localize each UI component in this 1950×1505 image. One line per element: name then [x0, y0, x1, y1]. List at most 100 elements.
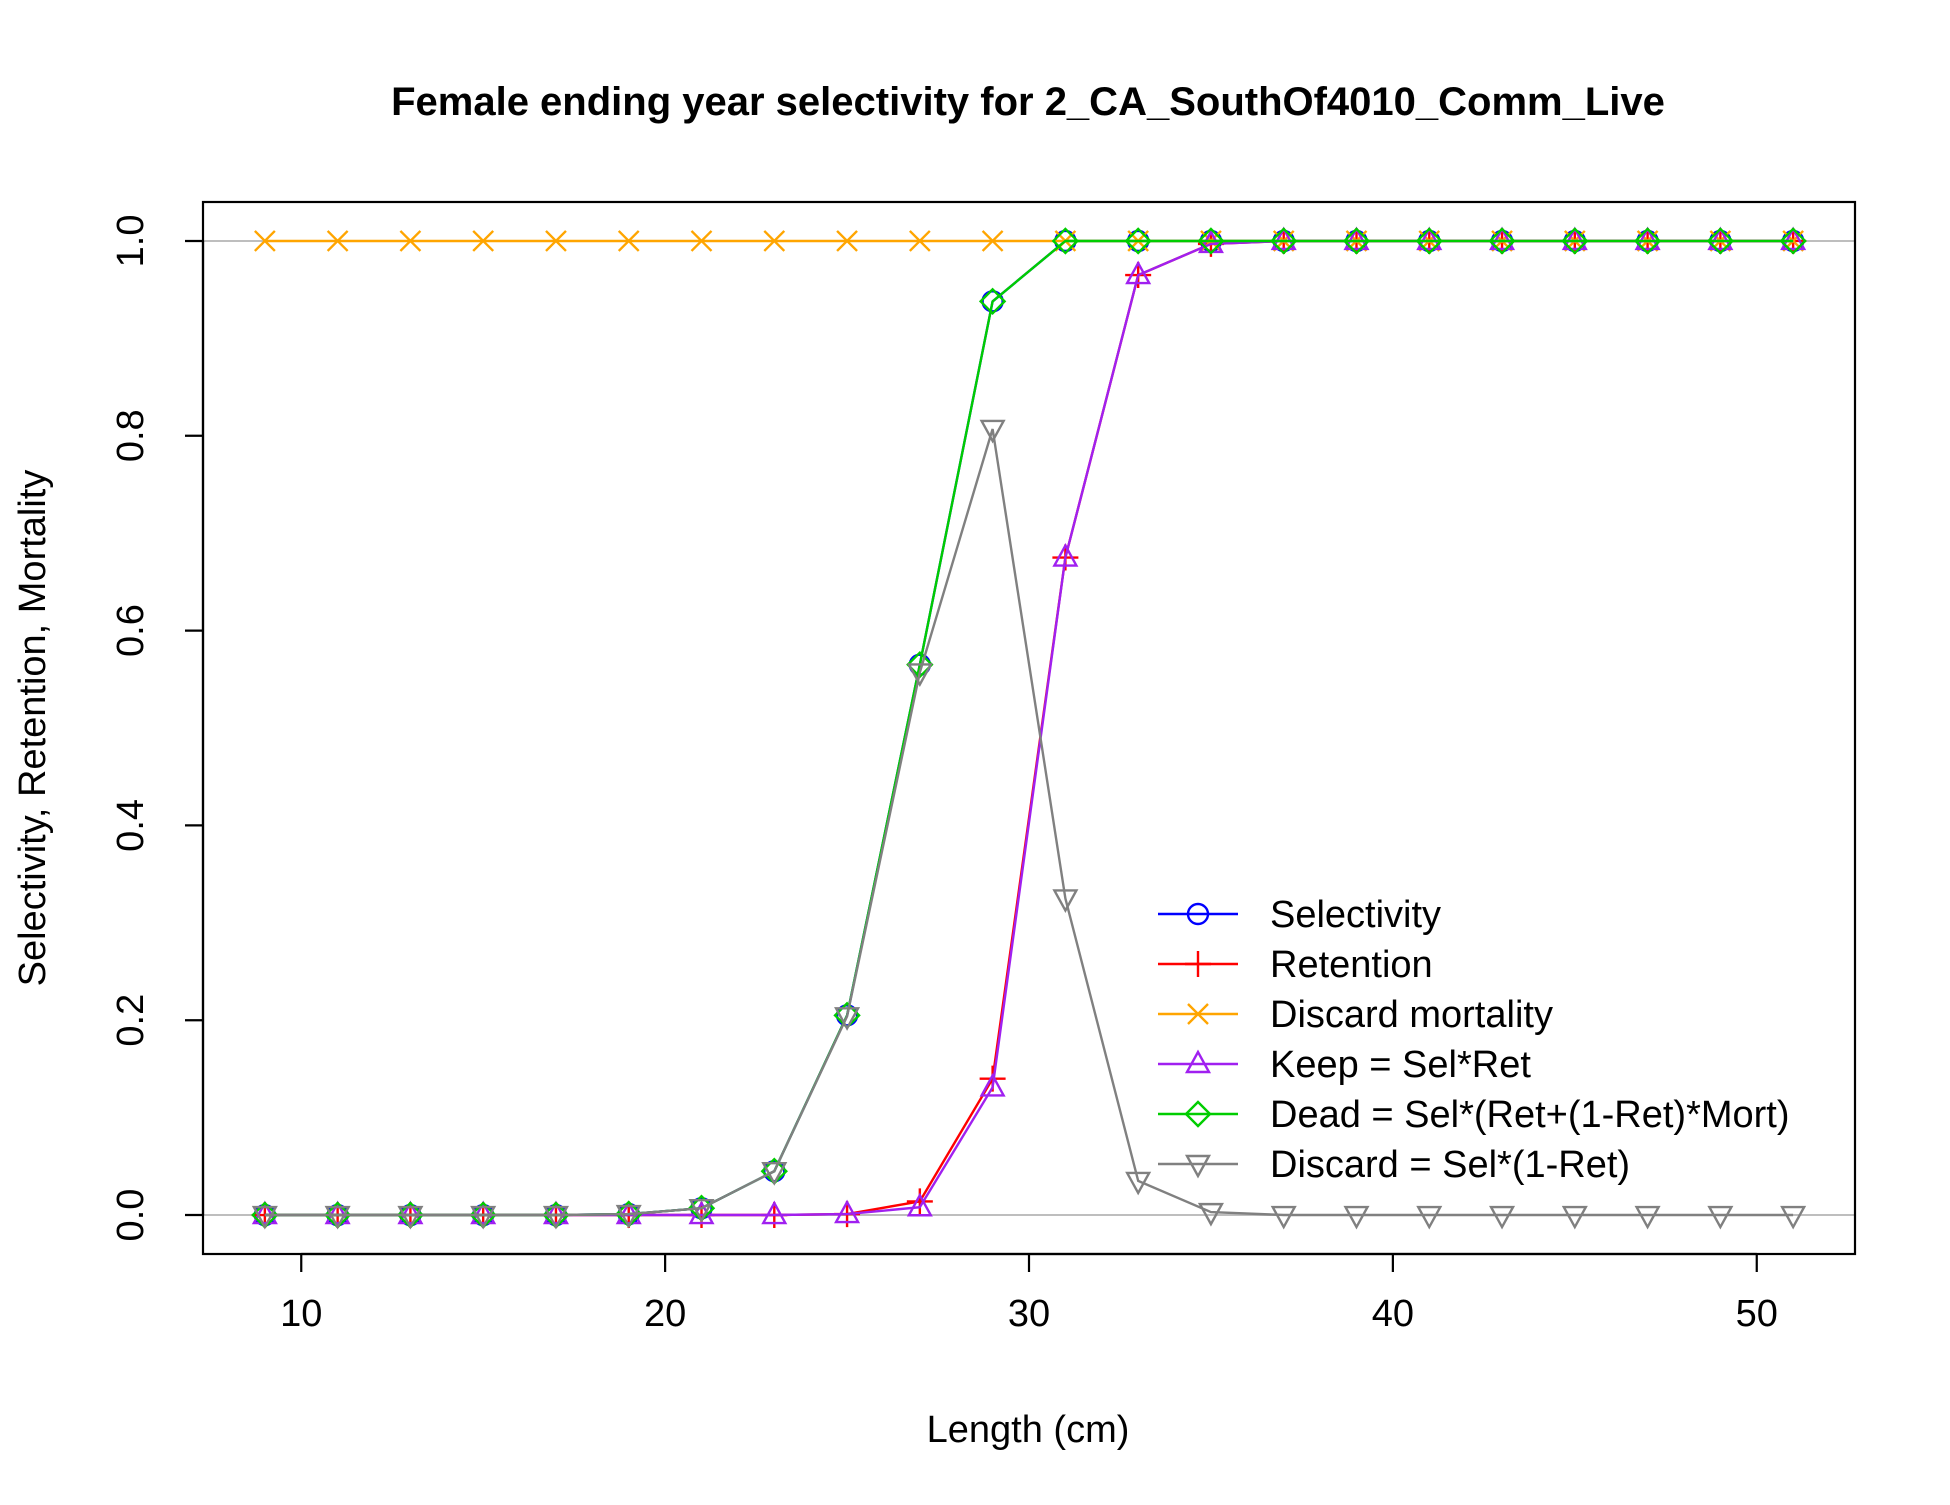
- keep-sel-ret-point: [1270, 226, 1297, 251]
- discard-sel-1-ret-line: [264, 428, 1794, 1217]
- keep-sel-ret-point: [761, 1200, 788, 1225]
- legend-label: Discard = Sel*(1-Ret): [1270, 1144, 1630, 1186]
- keep-sel-ret-point: [251, 1200, 278, 1225]
- discard-sel-1-ret-point: [470, 1205, 497, 1230]
- legend-item-discard-sel-1-ret: Discard = Sel*(1-Ret): [1158, 1144, 1630, 1186]
- x-tick-label: 10: [280, 1293, 322, 1335]
- keep-sel-ret-point: [1561, 226, 1588, 251]
- selectivity-point: [981, 290, 1004, 313]
- series-dead-sel-ret-1-ret-mort: [251, 227, 1807, 1229]
- discard-mortality-point: [763, 230, 786, 252]
- discard-mortality-point: [326, 230, 349, 252]
- legend-item-discard-mortality: Discard mortality: [1158, 994, 1553, 1036]
- legend: Selectivity Retention Discard mortality Kee…: [1158, 894, 1790, 1186]
- y-tick-label: 1.0: [110, 215, 152, 268]
- y-tick-label: 0.8: [110, 409, 152, 462]
- legend-item-selectivity: Selectivity: [1158, 894, 1441, 936]
- dead-sel-ret-1-ret-mort-point: [1197, 227, 1225, 255]
- dead-sel-ret-1-ret-mort-point: [1561, 227, 1589, 255]
- series-keep-sel-ret: [251, 226, 1807, 1225]
- series-layer: [251, 226, 1807, 1230]
- y-tick-label: 0.2: [110, 994, 152, 1047]
- keep-sel-ret-point: [1634, 226, 1661, 251]
- x-tick-label: 30: [1008, 1293, 1050, 1335]
- discard-sel-1-ret-point: [615, 1204, 642, 1229]
- keep-sel-ret-point: [324, 1200, 351, 1225]
- keep-sel-ret-point: [979, 1072, 1006, 1097]
- discard-sel-1-ret-point: [834, 1007, 861, 1031]
- keep-sel-ret-point: [542, 1200, 569, 1225]
- legend-item-dead-sel-ret-1-ret-mort: Dead = Sel*(Ret+(1-Ret)*Mort): [1158, 1094, 1790, 1136]
- discard-sel-1-ret-point: [979, 419, 1006, 444]
- discard-sel-1-ret-point: [1707, 1205, 1734, 1230]
- series-selectivity: [253, 229, 1805, 1227]
- discard-sel-1-ret-point: [906, 663, 933, 687]
- series-retention: [251, 227, 1807, 1229]
- dead-sel-ret-1-ret-mort-point: [978, 287, 1007, 316]
- selectivity-line: [264, 239, 1794, 1217]
- legend-swatch-marker: [1187, 1003, 1209, 1025]
- dead-sel-ret-1-ret-mort-point: [1270, 227, 1298, 255]
- keep-sel-ret-point: [1489, 226, 1516, 251]
- legend-swatch-marker: [1184, 1100, 1212, 1128]
- keep-sel-ret-point: [1707, 226, 1734, 251]
- retention-point: [906, 1188, 933, 1215]
- keep-sel-ret-point: [1780, 226, 1807, 251]
- retention-line: [264, 239, 1794, 1217]
- discard-sel-1-ret-point: [688, 1199, 715, 1223]
- discard-sel-1-ret-point: [1270, 1205, 1297, 1230]
- dead-sel-ret-1-ret-mort-point: [1706, 227, 1735, 255]
- discard-mortality-point: [399, 230, 422, 252]
- legend-label: Discard mortality: [1270, 994, 1553, 1036]
- discard-mortality-point: [690, 230, 713, 252]
- reference-lines: [203, 239, 1855, 1217]
- discard-sel-1-ret-point: [1343, 1205, 1370, 1230]
- dead-sel-ret-1-ret-mort-point: [1488, 227, 1516, 255]
- keep-sel-ret-point: [397, 1200, 424, 1225]
- dead-sel-ret-1-ret-mort-point: [1633, 227, 1662, 255]
- x-tick-label: 40: [1372, 1293, 1414, 1335]
- legend-swatch-marker: [1185, 951, 1211, 977]
- dead-sel-ret-1-ret-mort-point: [1051, 227, 1080, 255]
- dead-sel-ret-1-ret-mort-point: [1779, 227, 1807, 255]
- keep-sel-ret-point: [1125, 260, 1152, 285]
- dead-sel-ret-1-ret-mort-point: [1415, 227, 1443, 255]
- discard-sel-1-ret-point: [324, 1205, 351, 1230]
- keep-sel-ret-point: [1416, 226, 1443, 251]
- y-axis-label: Selectivity, Retention, Mortality: [12, 470, 54, 987]
- keep-sel-ret-point: [1052, 543, 1079, 567]
- series-discard-sel-1-ret: [251, 419, 1807, 1230]
- discard-mortality-point: [617, 230, 640, 252]
- y-tick-label: 0.4: [110, 799, 152, 852]
- discard-sel-1-ret-point: [1780, 1205, 1807, 1230]
- discard-sel-1-ret-point: [1125, 1171, 1152, 1196]
- legend-item-keep-sel-ret: Keep = Sel*Ret: [1158, 1044, 1531, 1086]
- chart-title: Female ending year selectivity for 2_CA_…: [391, 80, 1665, 124]
- keep-sel-ret-point: [470, 1200, 497, 1225]
- keep-sel-ret-point: [834, 1199, 861, 1224]
- discard-mortality-point: [545, 230, 567, 252]
- x-tick-label: 50: [1736, 1293, 1778, 1335]
- x-axis: 10 20 30 40 50: [280, 1252, 1778, 1335]
- legend-item-retention: Retention: [1158, 944, 1433, 986]
- legend-swatch-marker: [1184, 1049, 1212, 1074]
- y-axis: 0.0 0.2 0.4 0.6 0.8 1.0: [110, 215, 205, 1241]
- discard-mortality-point: [908, 230, 931, 252]
- discard-sel-1-ret-point: [251, 1205, 278, 1230]
- legend-label: Retention: [1270, 944, 1433, 986]
- legend-swatch-marker: [1186, 902, 1210, 926]
- discard-sel-1-ret-point: [1489, 1205, 1516, 1230]
- keep-sel-ret-point: [906, 1192, 933, 1217]
- dead-sel-ret-1-ret-mort-point: [1342, 227, 1371, 255]
- discard-mortality-point: [472, 230, 495, 252]
- dead-sel-ret-1-ret-mort-point: [1124, 227, 1152, 255]
- legend-label: Dead = Sel*(Ret+(1-Ret)*Mort): [1270, 1094, 1790, 1136]
- discard-sel-1-ret-point: [761, 1162, 788, 1186]
- discard-sel-1-ret-point: [542, 1205, 569, 1230]
- discard-sel-1-ret-point: [397, 1205, 424, 1230]
- dead-sel-ret-1-ret-mort-line: [264, 239, 1794, 1217]
- legend-label: Selectivity: [1270, 894, 1441, 936]
- y-tick-label: 0.6: [110, 604, 152, 657]
